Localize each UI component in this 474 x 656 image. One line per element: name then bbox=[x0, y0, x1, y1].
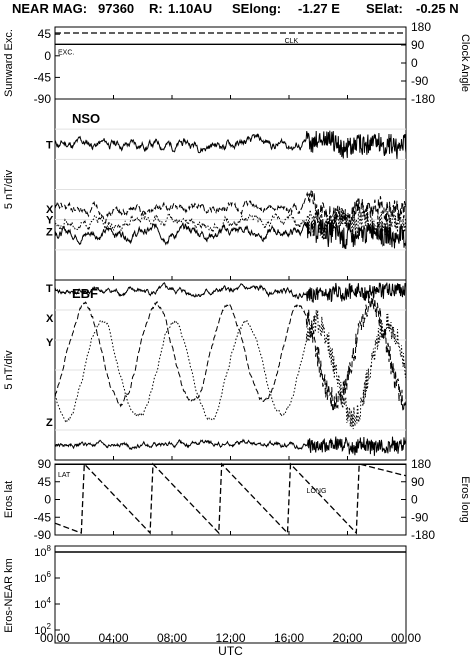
clock-ylabel: Clock Angle bbox=[459, 34, 471, 92]
eros-long-ytick-label: -180 bbox=[411, 528, 435, 542]
sunward-ytick-label: 0 bbox=[44, 49, 51, 63]
range-ytick-label: 106 bbox=[34, 570, 51, 585]
nso-component-label-t: T bbox=[46, 139, 53, 151]
header: NEAR MAG: 97360 R: 1.10AU SElong: -1.27 … bbox=[12, 1, 459, 16]
ebf-series-t bbox=[54, 282, 407, 303]
eros-lat-ytick-label: 0 bbox=[44, 493, 51, 507]
x-tick-label: 12:00 bbox=[215, 631, 245, 645]
ebf-series-z bbox=[54, 436, 407, 456]
header-selat-value: -0.25 N bbox=[416, 1, 459, 16]
sunward-ytick-label: -45 bbox=[34, 70, 52, 84]
range-ytick-label: 102 bbox=[34, 622, 51, 637]
eros-long-ytick-label: 90 bbox=[411, 475, 425, 489]
header-r-label: R: bbox=[149, 1, 163, 16]
header-selat-label: SElat: bbox=[366, 1, 403, 16]
clock-ytick-label: -90 bbox=[411, 74, 429, 88]
eros-lat-ytick-label: 90 bbox=[38, 457, 52, 471]
nso-series-y bbox=[54, 208, 407, 240]
range-ytick-label: 104 bbox=[34, 596, 51, 611]
ebf-series-x bbox=[54, 293, 407, 412]
eros-long-ytick-label: -90 bbox=[411, 510, 429, 524]
header-mission: NEAR MAG: bbox=[12, 1, 87, 16]
eros-legend-lat: LAT bbox=[58, 472, 71, 479]
range-ylabel: Eros-NEAR km bbox=[3, 558, 15, 633]
eros-lat-ytick-label: 45 bbox=[38, 475, 52, 489]
ebf-component-label-x: X bbox=[46, 313, 54, 325]
range-ytick-label: 108 bbox=[34, 544, 51, 559]
header-date-code: 97360 bbox=[98, 1, 134, 16]
ebf-component-label-y: Y bbox=[46, 337, 54, 349]
x-tick-label: 00:00 bbox=[40, 631, 70, 645]
header-selong-label: SElong: bbox=[232, 1, 281, 16]
header-r-value: 1.10AU bbox=[168, 1, 212, 16]
eros-long-ytick-label: 180 bbox=[411, 457, 431, 471]
x-axis-label: UTC bbox=[218, 644, 243, 656]
nso-ylabel: 5 nT/div bbox=[3, 169, 15, 209]
nso-component-label-z: Z bbox=[46, 227, 53, 239]
clock-ytick-label: 0 bbox=[411, 56, 418, 70]
panel-eros-latlong-frame bbox=[54, 463, 407, 536]
nso-component-label-x: X bbox=[46, 204, 54, 216]
x-tick-label: 04:00 bbox=[98, 631, 128, 645]
x-tick-label: 20:00 bbox=[332, 631, 362, 645]
eros-legend-long: LONG bbox=[307, 488, 327, 495]
nso-series-t bbox=[54, 130, 407, 159]
x-tick-label: 16:00 bbox=[274, 631, 304, 645]
ebf-component-label-t: T bbox=[46, 283, 53, 295]
ebf-title: EBF bbox=[72, 286, 98, 301]
x-tick-label: 08:00 bbox=[157, 631, 187, 645]
sunward-ytick-label: -90 bbox=[34, 92, 52, 106]
eros-long-line bbox=[54, 462, 407, 535]
sunward-ytick-label: 45 bbox=[38, 27, 52, 41]
x-tick-label: 00:00 bbox=[391, 631, 421, 645]
eros-lat-ytick-label: -90 bbox=[34, 528, 52, 542]
clock-ytick-label: -180 bbox=[411, 92, 435, 106]
clock-ytick-label: 180 bbox=[411, 20, 431, 34]
eros-lat-ytick-label: -45 bbox=[34, 510, 52, 524]
eros-long-ylabel: Eros long bbox=[459, 476, 471, 522]
eros-lat-ylabel: Eros lat bbox=[3, 481, 15, 518]
nso-component-label-y: Y bbox=[46, 215, 54, 227]
panel-range-frame bbox=[54, 545, 407, 644]
sunward-ylabel: Sunward Exc. bbox=[3, 29, 15, 97]
nso-series-x bbox=[54, 190, 407, 227]
panel-sunward-frame bbox=[54, 26, 407, 100]
ebf-ylabel: 5 nT/div bbox=[3, 350, 15, 390]
clock-ytick-label: 90 bbox=[411, 38, 425, 52]
nso-title: NSO bbox=[72, 111, 100, 126]
nso-series-z bbox=[54, 218, 407, 250]
ebf-component-label-z: Z bbox=[46, 417, 53, 429]
header-selong-value: -1.27 E bbox=[298, 1, 340, 16]
eros-long-ytick-label: 0 bbox=[411, 493, 418, 507]
sunward-legend-exc: EXC. bbox=[58, 49, 74, 56]
ebf-series-y bbox=[54, 310, 407, 430]
sunward-legend-clk: CLK bbox=[285, 38, 299, 45]
